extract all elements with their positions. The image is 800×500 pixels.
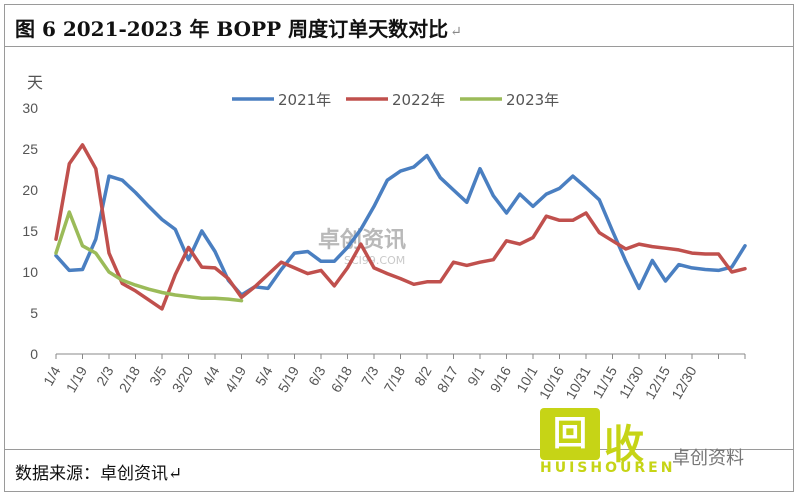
x-tick-label: 1/19 bbox=[63, 363, 91, 395]
return-mark: ↵ bbox=[450, 24, 462, 40]
logo-caption: 卓创资料 bbox=[672, 448, 744, 469]
y-tick-label: 15 bbox=[22, 223, 38, 239]
logo-text: 收 bbox=[604, 422, 646, 468]
legend-label: 2021年 bbox=[278, 91, 331, 109]
x-tick-label: 9/16 bbox=[487, 363, 515, 395]
x-tick-label: 2/18 bbox=[116, 363, 144, 395]
x-tick-label: 10/31 bbox=[562, 363, 593, 402]
y-tick-label: 25 bbox=[22, 141, 38, 157]
x-tick-label: 4/4 bbox=[199, 363, 223, 388]
x-tick-label: 10/16 bbox=[536, 363, 567, 402]
x-tick-label: 5/19 bbox=[275, 363, 303, 395]
x-tick-label: 6/18 bbox=[328, 363, 356, 395]
data-source: 数据来源：卓创资讯↵ bbox=[15, 464, 183, 484]
series-line-2023年 bbox=[54, 210, 244, 303]
x-tick-label: 9/1 bbox=[464, 363, 488, 388]
legend-label: 2023年 bbox=[506, 91, 559, 109]
x-tick-label: 4/19 bbox=[222, 363, 250, 395]
logo-glyph: 回 bbox=[540, 408, 600, 460]
x-tick-label: 11/15 bbox=[589, 363, 620, 401]
source-bar: 数据来源：卓创资讯↵ bbox=[5, 449, 793, 491]
x-tick-label: 2/3 bbox=[93, 363, 117, 388]
y-tick-label: 20 bbox=[22, 182, 38, 198]
page-title: 图 6 2021-2023 年 BOPP 周度订单天数对比 ↵ bbox=[15, 17, 462, 41]
x-tick-label: 1/4 bbox=[40, 363, 64, 388]
series-line-2022年 bbox=[54, 143, 747, 311]
x-tick-label: 5/4 bbox=[252, 363, 276, 388]
y-tick-label: 10 bbox=[22, 264, 38, 280]
series-line-2021年 bbox=[54, 153, 747, 297]
site-logo: 回 收 HUISHOUREN bbox=[540, 408, 690, 476]
x-tick-label: 10/1 bbox=[513, 363, 541, 395]
x-tick-label: 12/15 bbox=[642, 363, 673, 402]
x-tick-label: 3/20 bbox=[169, 363, 197, 395]
x-tick-label: 6/3 bbox=[305, 363, 329, 388]
x-tick-label: 7/3 bbox=[358, 363, 382, 388]
y-axis-label: 天 bbox=[27, 73, 43, 92]
y-tick-label: 5 bbox=[30, 305, 38, 321]
x-tick-label: 8/17 bbox=[434, 363, 462, 395]
y-tick-label: 0 bbox=[30, 346, 38, 362]
x-tick-label: 7/18 bbox=[381, 363, 409, 395]
logo-subtext: HUISHOUREN bbox=[540, 460, 676, 476]
legend-label: 2022年 bbox=[392, 91, 445, 109]
chart-frame: 图 6 2021-2023 年 BOPP 周度订单天数对比 ↵ 数据来源：卓创资讯… bbox=[4, 4, 794, 492]
x-tick-label: 12/30 bbox=[668, 363, 699, 402]
x-tick-label: 11/30 bbox=[616, 363, 647, 401]
watermark-sub: SCI99.COM bbox=[344, 254, 406, 267]
x-tick-label: 3/5 bbox=[146, 363, 170, 388]
x-tick-label: 8/2 bbox=[411, 363, 435, 388]
title-bar: 图 6 2021-2023 年 BOPP 周度订单天数对比 ↵ bbox=[5, 5, 793, 47]
y-tick-label: 30 bbox=[22, 100, 38, 116]
